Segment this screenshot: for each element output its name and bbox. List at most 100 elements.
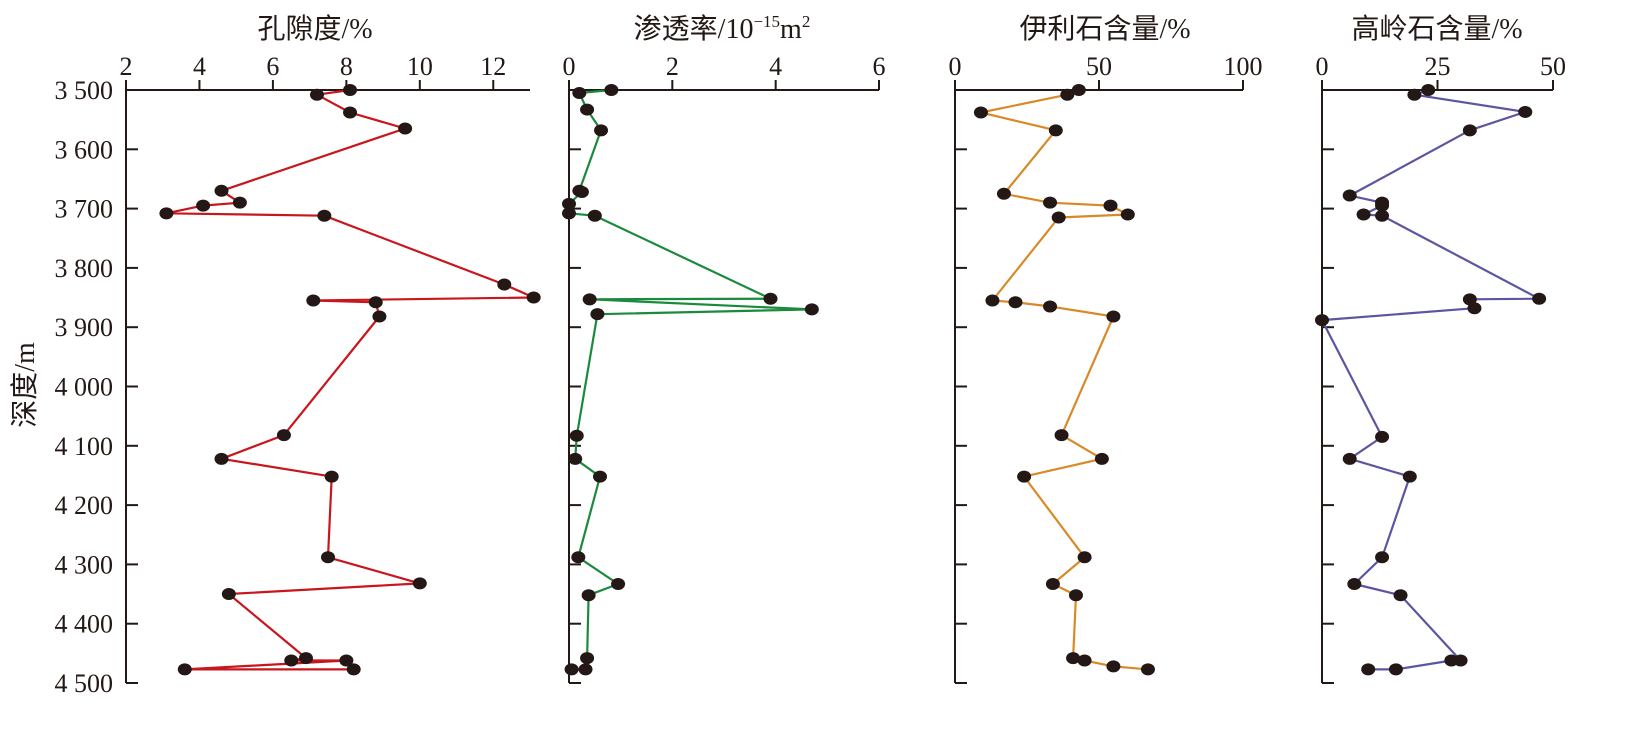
data-point [571,551,586,564]
x-tick-label: 0 [563,52,576,81]
x-tick-label: 10 [407,52,433,81]
data-point [985,294,1000,307]
data-point [1444,654,1459,667]
panel-title-exponent: −15 [753,12,780,31]
data-point [587,209,602,222]
panel-title-unit-exponent: 2 [802,12,811,31]
data-point [372,310,387,323]
data-point [497,278,512,291]
data-point [1106,660,1121,673]
x-tick-label: 2 [120,52,133,81]
panel-title-unit: m [780,14,802,45]
depth-axis-label: 深度/m [9,342,41,428]
depth-tick-label: 4 000 [55,373,114,402]
data-point [1375,209,1390,222]
data-point [1051,211,1066,224]
x-tick-label: 12 [480,52,506,81]
x-tick-label: 4 [769,52,782,81]
panel-4: 高岭石含量/% 0 25 50 [1315,13,1566,684]
data-point [1347,577,1362,590]
data-point [1071,84,1086,96]
data-point [1342,189,1357,202]
data-point [343,84,358,96]
data-point [1375,199,1390,212]
data-point [1467,302,1482,315]
data-point [611,577,626,590]
data-point [284,654,299,667]
x-tick-label: 8 [340,52,353,81]
panel-title: 高岭石含量/% [1351,13,1522,45]
data-point [996,187,1011,200]
data-point [1315,314,1329,327]
data-point [1518,105,1533,118]
data-point [1077,654,1092,667]
x-tick-label: 100 [1224,52,1263,81]
panel-1: 孔隙度/% 2 4 6 8 10 12 [120,13,541,684]
data-point [368,296,383,309]
data-point [1375,551,1390,564]
data-point [159,207,174,220]
data-point [221,588,236,601]
x-tick-label: 25 [1425,52,1451,81]
data-point [1068,589,1083,602]
data-point [309,88,324,101]
depth-tick-label: 3 500 [55,76,114,105]
depth-tick-label: 4 100 [55,432,114,461]
data-point [1103,199,1118,212]
data-point [594,124,609,137]
data-point [298,652,313,665]
data-point [1407,88,1422,101]
data-point [804,303,819,316]
data-point [569,429,584,442]
data-point [564,663,579,676]
data-point [1120,208,1135,221]
data-point [580,652,595,665]
panel-title: 渗透率/10−15m2 [634,12,811,45]
data-point [1043,196,1058,209]
x-tick-label: 2 [666,52,679,81]
data-point [339,654,354,667]
x-tick-label: 6 [266,52,279,81]
data-point [1388,663,1403,676]
data-point [572,86,587,99]
data-point [177,663,192,676]
data-point [306,294,321,307]
data-point [1048,124,1063,137]
data-point [1402,470,1417,483]
data-point [590,308,605,321]
data-point [343,106,358,119]
data-point [1045,577,1060,590]
data-point [581,589,596,602]
data-point [1077,551,1092,564]
data-point [412,577,427,590]
panel-2: 渗透率/10−15m2 0 2 4 6 [562,12,886,684]
data-point [1054,429,1069,442]
panel-3: 伊利石含量/% 0 50 100 [949,13,1263,684]
depth-tick-label: 3 900 [55,313,114,342]
data-point [578,663,593,676]
series-line [567,88,813,671]
data-point [324,470,339,483]
depth-tick-label: 4 200 [55,491,114,520]
depth-axis: 3 500 3 600 3 700 3 800 3 900 4 000 4 100 4 200… [55,76,114,698]
data-point [1356,208,1371,221]
data-point [317,209,332,222]
data-point [1393,589,1408,602]
data-point [1017,470,1032,483]
x-tick-label: 50 [1086,52,1112,81]
data-point [1532,292,1547,305]
x-tick-label: 50 [1540,52,1566,81]
data-point [1106,310,1121,323]
series-line [165,88,535,671]
data-point [1462,124,1477,137]
data-point [321,551,335,564]
data-point [346,663,361,676]
data-point [1342,452,1357,465]
data-point [526,291,541,304]
data-point [398,122,413,135]
data-point [568,452,583,465]
data-point [1140,663,1155,676]
data-point [214,452,229,465]
data-point [214,184,229,197]
